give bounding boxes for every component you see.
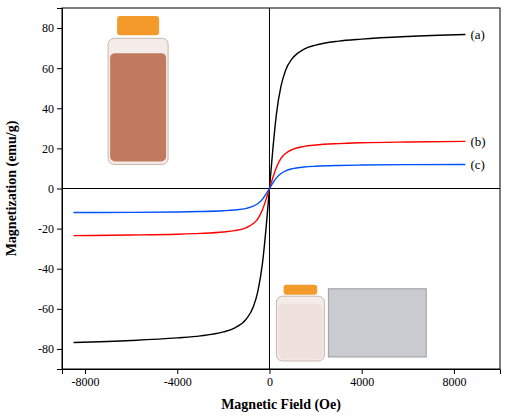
y-axis: -80 -60 -40 -20 0 20 40 60 80 (38, 9, 63, 370)
y-tick-label: -60 (38, 302, 54, 316)
x-tick-label: 0 (267, 375, 273, 389)
y-tick: -40 (38, 262, 62, 276)
y-tick: 60 (42, 62, 62, 76)
y-tick: 0 (48, 182, 62, 196)
y-tick-mark (57, 309, 62, 310)
inset-photos (108, 16, 426, 361)
y-tick-label: 80 (42, 21, 54, 35)
series-line (74, 34, 466, 342)
inset-magnet (328, 289, 426, 357)
x-axis: -8000 -4000 0 4000 8000 (63, 369, 501, 389)
x-axis-title: Magnetic Field (Oe) (221, 397, 341, 413)
y-tick-mark (57, 148, 62, 149)
y-tick-mark (57, 269, 62, 270)
vial-cap (284, 285, 318, 295)
chart: -8000 -4000 0 4000 8000 -80 -60 -40 -20 0 20 40 60 80… (0, 0, 510, 419)
x-axis-line (63, 370, 501, 375)
y-tick: 80 (42, 21, 62, 35)
series-line (74, 141, 466, 235)
x-tick: 4000 (350, 369, 374, 389)
y-tick: 40 (42, 102, 62, 116)
series-labels: (a) (b) (c) (470, 27, 485, 172)
y-tick-mark (57, 349, 62, 350)
zero-line-horizontal (62, 188, 500, 189)
x-tick: -8000 (72, 369, 100, 389)
x-tick: 0 (267, 369, 273, 389)
y-tick-label: -20 (38, 222, 54, 236)
y-tick: -20 (38, 222, 62, 236)
y-tick-mark (57, 28, 62, 29)
x-tick-mark (362, 369, 363, 374)
y-tick-mark (57, 68, 62, 69)
series-label: (a) (470, 27, 484, 42)
vial-cap (117, 16, 159, 35)
inset-vial-separated (276, 285, 324, 361)
y-tick: -80 (38, 342, 62, 356)
y-tick-mark (57, 108, 62, 109)
series-lines (74, 34, 466, 342)
vial-liquid (110, 53, 166, 161)
plot-frame (62, 8, 500, 369)
x-tick-mark (269, 369, 270, 374)
y-axis-title: Magnetization (emu/g) (4, 120, 20, 256)
x-tick-mark (177, 369, 178, 374)
y-tick-label: 0 (48, 182, 54, 196)
y-tick: 20 (42, 142, 62, 156)
x-tick-mark (454, 369, 455, 374)
x-tick: -4000 (164, 369, 192, 389)
x-tick-label: -4000 (164, 375, 192, 389)
x-tick-label: -8000 (72, 375, 100, 389)
series-line (74, 164, 466, 212)
series-label: (b) (470, 134, 485, 149)
inset-vial-dispersed (108, 16, 168, 164)
vial-liquid (278, 304, 322, 360)
y-tick-label: 60 (42, 62, 54, 76)
y-tick-mark (57, 189, 62, 190)
x-tick: 8000 (442, 369, 466, 389)
y-tick-label: 40 (42, 102, 54, 116)
plot: -8000 -4000 0 4000 8000 -80 -60 -40 -20 0 20 40 60 80… (38, 8, 501, 389)
series-label: (c) (470, 157, 484, 172)
y-tick-label: -80 (38, 342, 54, 356)
y-axis-line (57, 9, 63, 370)
y-tick: -60 (38, 302, 62, 316)
x-tick-label: 4000 (350, 375, 374, 389)
x-tick-label: 8000 (442, 375, 466, 389)
x-tick-mark (85, 369, 86, 374)
y-tick-mark (57, 229, 62, 230)
vial-body (108, 38, 168, 164)
y-tick-label: 20 (42, 142, 54, 156)
vial-body (276, 296, 324, 361)
y-tick-label: -40 (38, 262, 54, 276)
